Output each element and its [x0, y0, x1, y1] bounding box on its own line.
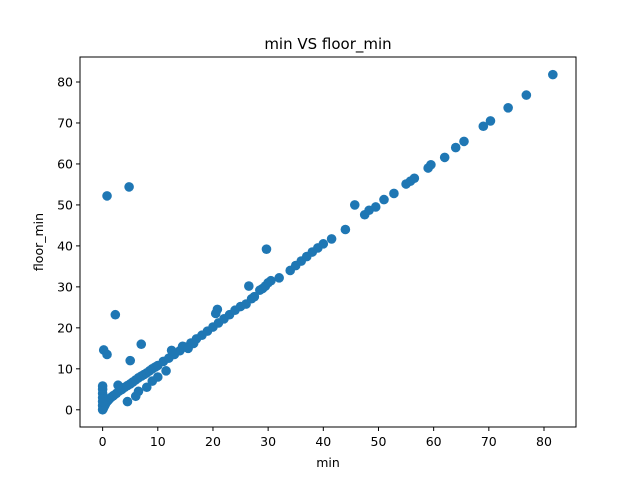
data-point	[249, 291, 260, 302]
data-point	[478, 121, 489, 132]
data-point	[521, 90, 532, 100]
x-tick-label: 20	[205, 434, 221, 449]
data-point	[161, 366, 171, 376]
x-tick-label: 80	[536, 434, 552, 449]
x-axis: 0 10 20 30 40 50 60 70 80	[99, 427, 552, 449]
data-point	[141, 382, 152, 393]
data-point	[133, 386, 144, 397]
data-point	[266, 275, 276, 286]
data-point	[212, 304, 223, 315]
x-tick-label: 40	[315, 434, 331, 449]
x-axis-title: min	[316, 455, 340, 470]
data-point	[503, 103, 513, 113]
y-tick-label: 0	[65, 402, 73, 417]
data-point	[110, 309, 121, 320]
y-tick-label: 50	[57, 197, 73, 212]
x-tick-label: 30	[260, 434, 276, 449]
data-point	[152, 372, 163, 382]
data-point	[124, 182, 134, 192]
data-point	[439, 152, 450, 163]
y-tick-label: 70	[57, 115, 73, 130]
axes-frame	[79, 56, 577, 428]
data-point	[326, 234, 337, 244]
y-tick-label: 60	[57, 156, 73, 171]
chart-title: min VS floor_min	[264, 35, 391, 54]
x-tick-label: 0	[99, 434, 107, 449]
data-point	[261, 244, 272, 254]
y-axis-title: floor_min	[31, 213, 46, 271]
data-point	[102, 349, 112, 360]
data-point	[340, 224, 351, 235]
data-point	[244, 281, 254, 291]
x-tick-label: 50	[371, 434, 387, 449]
data-point	[274, 273, 284, 283]
data-point	[409, 173, 420, 184]
data-point	[459, 136, 469, 147]
data-point	[370, 202, 381, 212]
data-point	[122, 396, 133, 407]
data-point	[113, 380, 123, 391]
data-point	[318, 239, 329, 249]
data-point	[349, 200, 360, 210]
data-point	[426, 159, 436, 170]
data-point	[136, 339, 147, 350]
y-tick-label: 20	[57, 320, 73, 335]
data-point	[450, 142, 461, 153]
data-point	[102, 191, 112, 201]
x-tick-label: 60	[426, 434, 442, 449]
x-tick-label: 10	[150, 434, 166, 449]
data-point	[97, 381, 108, 391]
x-tick-label: 70	[481, 434, 497, 449]
data-point	[125, 355, 136, 366]
data-point	[485, 116, 496, 126]
y-tick-label: 40	[57, 238, 73, 253]
y-tick-label: 10	[57, 361, 73, 376]
data-point	[188, 338, 199, 349]
points-layer	[97, 69, 558, 415]
y-axis: 0 10 20 30 40 50 60 70 80	[57, 74, 80, 417]
y-tick-label: 30	[57, 279, 73, 294]
data-point	[548, 69, 558, 80]
y-tick-label: 80	[57, 74, 73, 89]
data-point	[166, 345, 177, 356]
data-point	[389, 188, 399, 199]
data-point	[379, 194, 389, 205]
